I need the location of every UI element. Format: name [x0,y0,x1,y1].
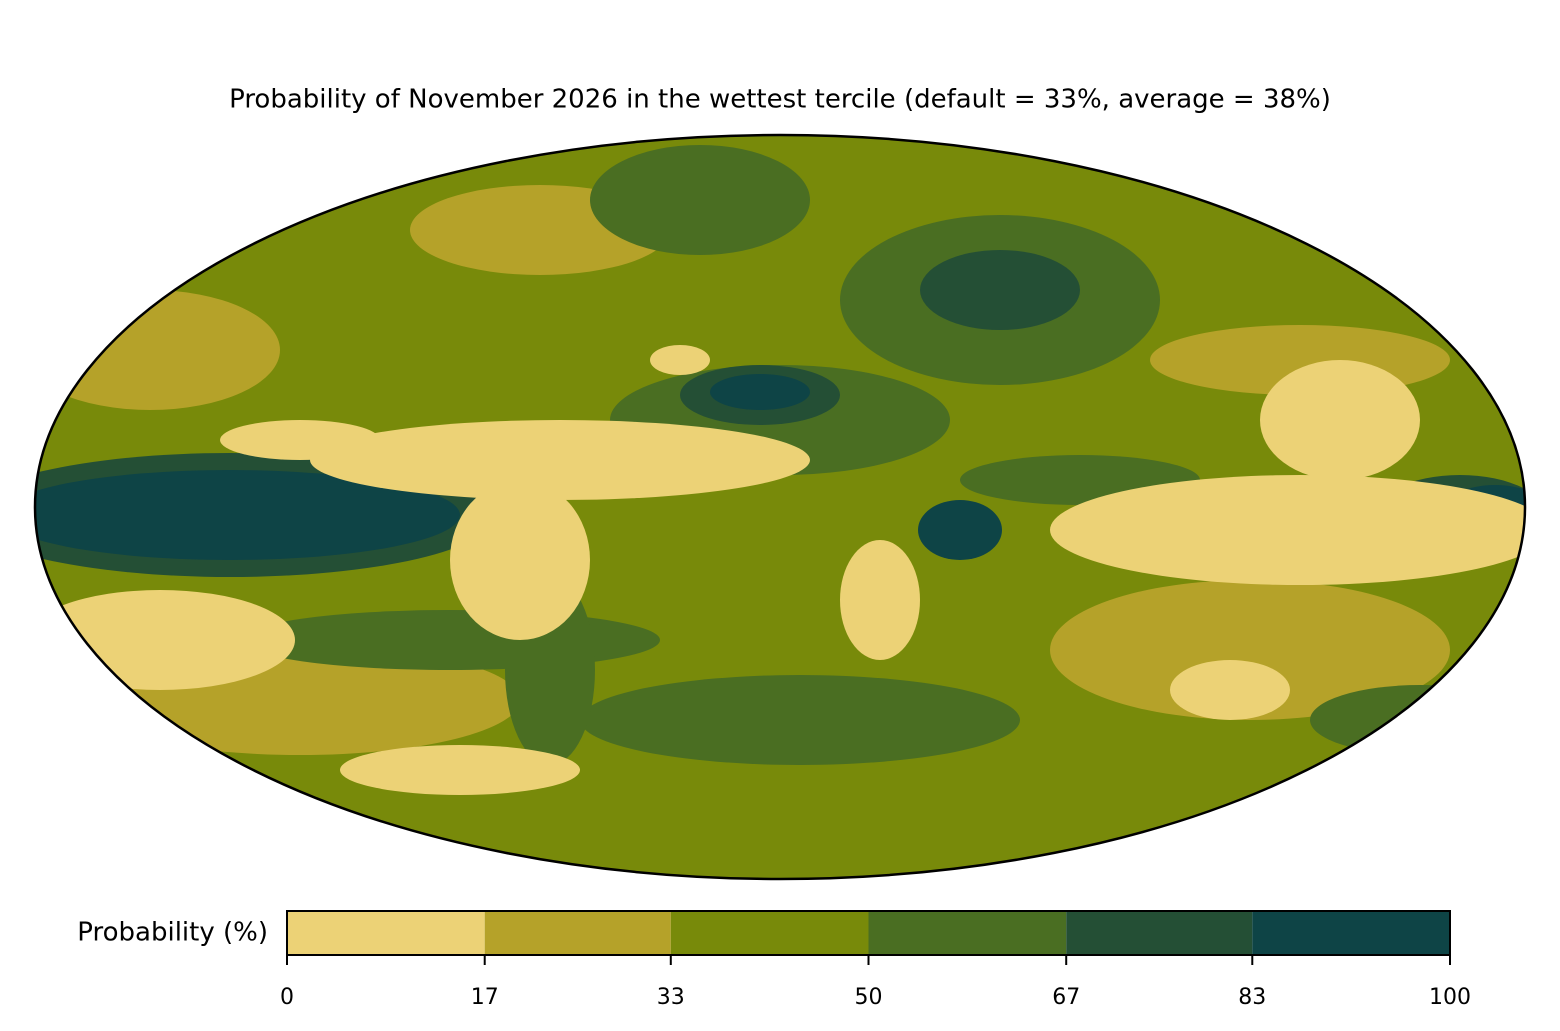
colorbar-segment [287,911,485,955]
field-region [310,420,810,500]
map-title: Probability of November 2026 in the wett… [229,85,1331,115]
field-region [35,470,460,560]
colorbar-tick-label: 17 [471,985,499,1010]
colorbar-segment [1066,911,1253,955]
colorbar-tick-label: 0 [280,985,294,1010]
field-region [1260,360,1420,480]
field-region [580,675,1020,765]
field-region [35,590,295,690]
field-region [918,500,1002,560]
colorbar-segment [484,911,671,955]
colorbar-segment [868,911,1067,955]
field-region [650,345,710,375]
colorbar-label: Probability (%) [77,918,268,948]
field-region [710,374,810,410]
colorbar: 0 17 33 50 67 83 100 [280,910,1471,1010]
colorbar-segment [670,911,869,955]
colorbar-tick-label: 100 [1429,985,1471,1010]
colorbar-tick-label: 67 [1052,985,1080,1010]
colorbar-tick-label: 33 [657,985,685,1010]
field-region [450,480,590,640]
field-region [920,250,1080,330]
field-region [240,610,660,670]
colorbar-segment [1252,911,1450,955]
field-region [1050,580,1450,720]
colorbar-tick-label: 50 [855,985,883,1010]
field-region [840,540,920,660]
probability-field [35,135,1525,879]
field-region [340,745,580,795]
colorbar-tick-label: 83 [1238,985,1266,1010]
field-region [1170,660,1290,720]
field-region [1050,475,1525,585]
field-region [590,145,810,255]
field-region [1310,685,1525,755]
map-frame [33,133,1527,881]
field-region [220,420,380,460]
